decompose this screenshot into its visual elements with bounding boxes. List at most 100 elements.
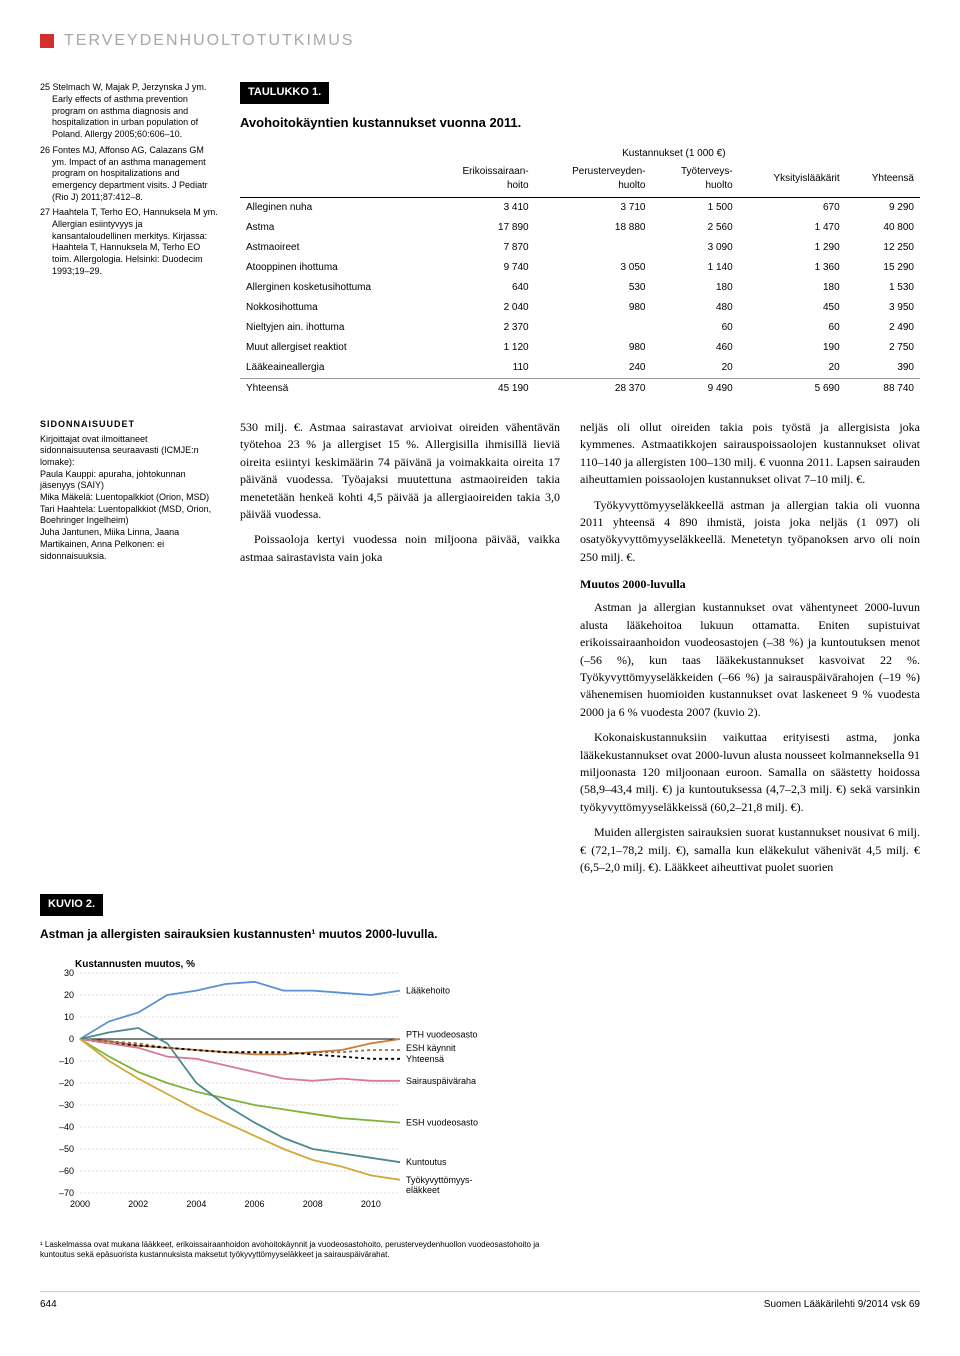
reference-item: 27 Haahtela T, Terho EO, Hannuksela M ym… — [40, 207, 220, 277]
table-cell: 12 250 — [846, 238, 920, 258]
table-cell: 3 090 — [652, 238, 739, 258]
table-cell: 530 — [535, 278, 652, 298]
chart-label: KUVIO 2. — [40, 894, 103, 915]
table-title: Avohoitokäyntien kustannukset vuonna 201… — [240, 114, 920, 132]
table-row: Nokkosihottuma2 0409804804503 950 — [240, 298, 920, 318]
table-cell: Lääkeaineallergia — [240, 358, 428, 379]
table-cell: 2 490 — [846, 318, 920, 338]
table-cell — [535, 238, 652, 258]
table-column-header: Yhteensä — [846, 161, 920, 198]
chart-series-label: Työkyvyttömyys- — [406, 1174, 473, 1184]
chart-series-label: PTH vuodeosasto — [406, 1029, 478, 1039]
table-cell: 1 500 — [652, 197, 739, 218]
table-cell: 480 — [652, 298, 739, 318]
body-paragraph: neljäs oli ollut oireiden takia pois työ… — [580, 419, 920, 489]
table-cell: 60 — [739, 318, 846, 338]
table-cell: 60 — [652, 318, 739, 338]
table-column-header: Erikoissairaan-hoito — [428, 161, 535, 198]
table-cell: 40 800 — [846, 218, 920, 238]
svg-text:10: 10 — [64, 1012, 74, 1022]
table-column-header: Työterveys-huolto — [652, 161, 739, 198]
section-header: TERVEYDENHUOLTOTUTKIMUS — [40, 30, 920, 52]
table-column-header: Perusterveyden-huolto — [535, 161, 652, 198]
table-cell: 1 470 — [739, 218, 846, 238]
table-cell: 20 — [739, 358, 846, 379]
table-cell: 3 050 — [535, 258, 652, 278]
table-cell: 15 290 — [846, 258, 920, 278]
svg-text:–70: –70 — [59, 1188, 74, 1198]
cost-table: Kustannukset (1 000 €)Erikoissairaan-hoi… — [240, 144, 920, 399]
table-cell: 1 530 — [846, 278, 920, 298]
table-cell: Atooppinen ihottuma — [240, 258, 428, 278]
table-row: Yhteensä45 19028 3709 4905 69088 740 — [240, 378, 920, 399]
table-cell: Yhteensä — [240, 378, 428, 399]
body-column-1: 530 milj. €. Astmaa sairastavat arvioiva… — [240, 419, 560, 884]
svg-text:–10: –10 — [59, 1056, 74, 1066]
table-cell: 2 040 — [428, 298, 535, 318]
svg-text:–50: –50 — [59, 1144, 74, 1154]
reference-item: 26 Fontes MJ, Affonso AG, Calazans GM ym… — [40, 145, 220, 203]
references-column: 25 Stelmach W, Majak P, Jerzynska J ym. … — [40, 82, 220, 399]
disclosures-box: SIDONNAISUUDET Kirjoittajat ovat ilmoitt… — [40, 419, 220, 562]
svg-text:2000: 2000 — [70, 1199, 90, 1209]
svg-text:30: 30 — [64, 968, 74, 978]
chart-series-label: ESH käynnit — [406, 1042, 456, 1052]
table-row: Allerginen kosketusihottuma6405301801801… — [240, 278, 920, 298]
table-cell: 980 — [535, 338, 652, 358]
table-label: TAULUKKO 1. — [240, 82, 329, 103]
disclosures-heading: SIDONNAISUUDET — [40, 419, 220, 431]
svg-text:2010: 2010 — [361, 1199, 381, 1209]
body-column-2: neljäs oli ollut oireiden takia pois työ… — [580, 419, 920, 884]
table-cell: 3 710 — [535, 197, 652, 218]
table-section: TAULUKKO 1. Avohoitokäyntien kustannukse… — [240, 82, 920, 399]
table-cell — [535, 318, 652, 338]
table-row: Astma17 89018 8802 5601 47040 800 — [240, 218, 920, 238]
table-cell: Muut allergiset reaktiot — [240, 338, 428, 358]
table-column-header — [240, 161, 428, 198]
table-cell: 3 410 — [428, 197, 535, 218]
table-super-header: Kustannukset (1 000 €) — [428, 144, 920, 161]
table-cell: 460 — [652, 338, 739, 358]
body-subhead: Muutos 2000-luvulla — [580, 576, 920, 593]
table-cell: 450 — [739, 298, 846, 318]
chart-line-ty-kyvytt-myys-el-kkeet — [80, 1039, 400, 1180]
table-row: Nieltyjen ain. ihottuma2 37060602 490 — [240, 318, 920, 338]
chart-series-label: Yhteensä — [406, 1053, 444, 1063]
table-cell: 2 370 — [428, 318, 535, 338]
table-cell: 9 490 — [652, 378, 739, 399]
svg-text:2004: 2004 — [186, 1199, 206, 1209]
table-row: Muut allergiset reaktiot1 1209804601902 … — [240, 338, 920, 358]
table-cell: 240 — [535, 358, 652, 379]
svg-text:2006: 2006 — [245, 1199, 265, 1209]
table-cell: 180 — [652, 278, 739, 298]
body-paragraph: Astman ja allergian kustannukset ovat vä… — [580, 599, 920, 721]
table-cell: 190 — [739, 338, 846, 358]
section-kicker: TERVEYDENHUOLTOTUTKIMUS — [64, 30, 354, 52]
chart-series-label: Lääkehoito — [406, 985, 450, 995]
table-cell: Nieltyjen ain. ihottuma — [240, 318, 428, 338]
chart-footnote: ¹ Laskelmassa ovat mukana lääkkeet, erik… — [40, 1240, 560, 1261]
table-cell: 7 870 — [428, 238, 535, 258]
chart-series-label: eläkkeet — [406, 1184, 440, 1194]
table-cell: 20 — [652, 358, 739, 379]
table-row: Astmaoireet7 8703 0901 29012 250 — [240, 238, 920, 258]
body-paragraph: Poissaoloja kertyi vuodessa noin miljoon… — [240, 531, 560, 566]
page-number: 644 — [40, 1298, 57, 1312]
svg-text:0: 0 — [69, 1034, 74, 1044]
table-column-header: Yksityislääkärit — [739, 161, 846, 198]
table-row: Alleginen nuha3 4103 7101 5006709 290 — [240, 197, 920, 218]
table-cell: 1 140 — [652, 258, 739, 278]
table-cell: 110 — [428, 358, 535, 379]
svg-text:–20: –20 — [59, 1078, 74, 1088]
table-cell: 670 — [739, 197, 846, 218]
table-cell: 17 890 — [428, 218, 535, 238]
svg-text:2008: 2008 — [303, 1199, 323, 1209]
table-cell: 9 740 — [428, 258, 535, 278]
table-cell: 28 370 — [535, 378, 652, 399]
table-cell: 5 690 — [739, 378, 846, 399]
table-cell: 980 — [535, 298, 652, 318]
table-cell: Nokkosihottuma — [240, 298, 428, 318]
table-cell: 390 — [846, 358, 920, 379]
body-paragraph: 530 milj. €. Astmaa sairastavat arvioiva… — [240, 419, 560, 523]
page-footer: 644 Suomen Lääkärilehti 9/2014 vsk 69 — [40, 1291, 920, 1312]
